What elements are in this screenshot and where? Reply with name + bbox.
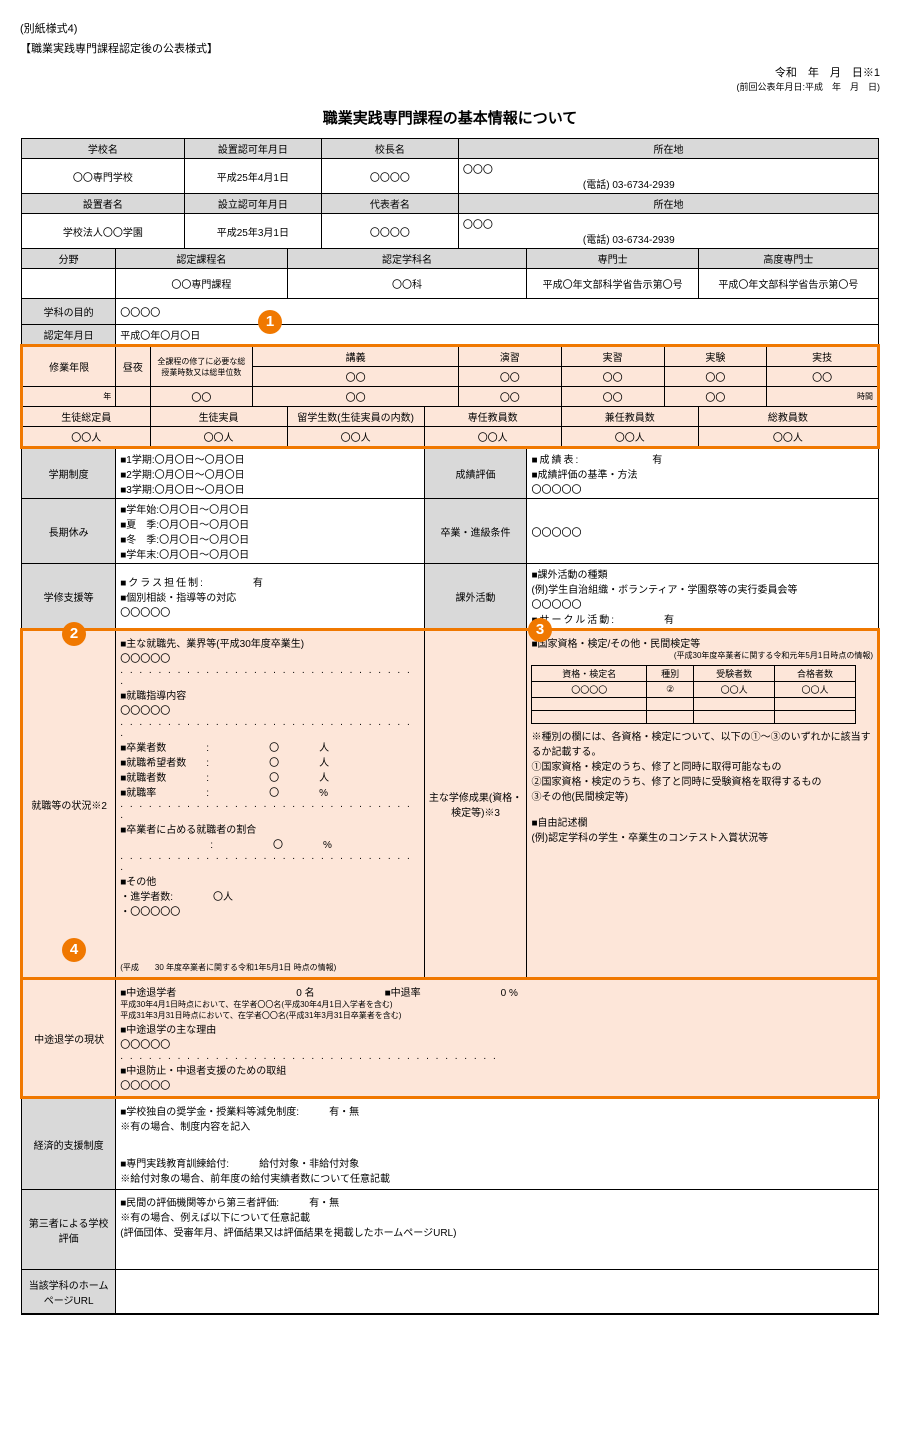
h-total: 総教員数 xyxy=(698,407,878,427)
v-grade: ■成績表: 有■成績評価の基準・方法〇〇〇〇〇 xyxy=(527,448,879,499)
h-cap: 生徒総定員 xyxy=(22,407,151,427)
v-act: 〇〇人 xyxy=(150,427,287,448)
v-dropout: ■中途退学者 0 名 ■中退率 0 % 平成30年4月1日時点において、在学者〇… xyxy=(116,979,879,1098)
v-req: 〇〇 xyxy=(150,387,253,407)
v-econ: ■学校独自の奨学金・授業料等減免制度: 有・無※有の場合、制度内容を記入 ■専門… xyxy=(116,1098,879,1190)
v-dept: 〇〇科 xyxy=(287,269,527,299)
h-dropout: 中途退学の現状 xyxy=(22,979,116,1098)
h-url: 当該学科のホームページURL xyxy=(22,1270,116,1314)
v-cap: 〇〇人 xyxy=(22,427,151,448)
h-extra: 課外活動 xyxy=(424,564,527,630)
v-extra: ■課外活動の種類(例)学生自治組織・ボランティア・学園祭等の実行委員会等〇〇〇〇… xyxy=(527,564,879,630)
v-course: 〇〇専門課程 xyxy=(116,269,287,299)
v-school: 〇〇専門学校 xyxy=(22,159,185,194)
v-exp: 〇〇 xyxy=(664,367,767,387)
v-part: 〇〇人 xyxy=(561,427,698,448)
h-field: 分野 xyxy=(22,249,116,269)
h-skill: 実技 xyxy=(767,346,879,367)
badge-2: 2 xyxy=(62,622,86,646)
h-addr: 所在地 xyxy=(458,139,878,159)
badge-3: 3 xyxy=(528,618,552,642)
h-spec: 専門士 xyxy=(527,249,698,269)
v-approve: 平成25年4月1日 xyxy=(184,159,321,194)
date-line: 令和 年 月 日※1 xyxy=(20,64,880,80)
v-term: ■1学期:〇月〇日～〇月〇日■2学期:〇月〇日～〇月〇日■3学期:〇月〇日～〇月… xyxy=(116,448,424,499)
h-course: 認定課程名 xyxy=(116,249,287,269)
v-url xyxy=(116,1270,879,1314)
v-sem: 〇〇 xyxy=(458,367,561,387)
v-certdate: 平成〇年〇月〇日 xyxy=(116,325,879,346)
h-years: 修業年限 xyxy=(22,346,116,387)
v-third: ■民間の評価機関等から第三者評価: 有・無※有の場合、例えば以下について任意記載… xyxy=(116,1190,879,1270)
v-grad: 〇〇〇〇〇 xyxy=(527,499,879,564)
badge-4: 4 xyxy=(62,938,86,962)
h-approve: 設置認可年月日 xyxy=(184,139,321,159)
h-adv: 高度専門士 xyxy=(698,249,878,269)
v-sem2: 〇〇 xyxy=(458,387,561,407)
v-purpose: 〇〇〇〇 xyxy=(116,299,879,325)
h-part: 兼任教員数 xyxy=(561,407,698,427)
h-lec: 講義 xyxy=(253,346,459,367)
v-founder: 学校法人〇〇学園 xyxy=(22,214,185,249)
form-subtitle: 【職業実践専門課程認定後の公表様式】 xyxy=(20,40,880,56)
h-certdate: 認定年月日 xyxy=(22,325,116,346)
h-rep: 代表者名 xyxy=(321,194,458,214)
h-founder: 設置者名 xyxy=(22,194,185,214)
h-purpose: 学科の目的 xyxy=(22,299,116,325)
v-approve2: 平成25年3月1日 xyxy=(184,214,321,249)
h-grade: 成績評価 xyxy=(424,448,527,499)
v-employ: ■主な就職先、業界等(平成30年度卒業生)〇〇〇〇〇 . . . . . . .… xyxy=(116,630,424,979)
h-approve2: 設立認可年月日 xyxy=(184,194,321,214)
h-third: 第三者による学校評価 xyxy=(22,1190,116,1270)
h-grad: 卒業・進級条件 xyxy=(424,499,527,564)
v-addr2: 〇〇〇(電話) 03-6734-2939 xyxy=(458,214,878,249)
v-principal: 〇〇〇〇 xyxy=(321,159,458,194)
prev-date: (前回公表年月日:平成 年 月 日) xyxy=(20,80,880,93)
h-full: 専任教員数 xyxy=(424,407,561,427)
h-support: 学修支援等 xyxy=(22,564,116,630)
v-adv: 平成〇年文部科学省告示第〇号 xyxy=(698,269,878,299)
h-term: 学期制度 xyxy=(22,448,116,499)
blank-dn xyxy=(116,387,150,407)
v-prac2: 〇〇 xyxy=(561,387,664,407)
h-dept: 認定学科名 xyxy=(287,249,527,269)
v-rep: 〇〇〇〇 xyxy=(321,214,458,249)
v-result: ■国家資格・検定/その他・民間検定等 (平成30年度卒業者に関する令和元年5月1… xyxy=(527,630,879,979)
main-form-table: 学校名 設置認可年月日 校長名 所在地 〇〇専門学校 平成25年4月1日 〇〇〇… xyxy=(20,138,880,1315)
h-act: 生徒実員 xyxy=(150,407,287,427)
v-total: 〇〇人 xyxy=(698,427,878,448)
h-prac: 実習 xyxy=(561,346,664,367)
v-support: ■クラス担任制: 有■個別相談・指導等の対応〇〇〇〇〇 xyxy=(116,564,424,630)
unit-hour: 時間 xyxy=(767,387,879,407)
h-principal: 校長名 xyxy=(321,139,458,159)
form-number: (別紙様式4) xyxy=(20,20,880,36)
h-intl: 留学生数(生徒実員の内数) xyxy=(287,407,424,427)
v-spec: 平成〇年文部科学省告示第〇号 xyxy=(527,269,698,299)
h-sem: 演習 xyxy=(458,346,561,367)
h-req: 全課程の修了に必要な総授業時数又は総単位数 xyxy=(150,346,253,387)
v-intl: 〇〇人 xyxy=(287,427,424,448)
v-addr: 〇〇〇(電話) 03-6734-2939 xyxy=(458,159,878,194)
h-dn: 昼夜 xyxy=(116,346,150,387)
h-employ: 就職等の状況※2 xyxy=(22,630,116,979)
h-addr2: 所在地 xyxy=(458,194,878,214)
h-exp: 実験 xyxy=(664,346,767,367)
h-vac: 長期休み xyxy=(22,499,116,564)
v-skill: 〇〇 xyxy=(767,367,879,387)
unit-year: 年 xyxy=(22,387,116,407)
h-econ: 経済的支援制度 xyxy=(22,1098,116,1190)
h-result: 主な学修成果(資格・検定等)※3 xyxy=(424,630,527,979)
v-prac: 〇〇 xyxy=(561,367,664,387)
v-full: 〇〇人 xyxy=(424,427,561,448)
v-exp2: 〇〇 xyxy=(664,387,767,407)
v-vac: ■学年始:〇月〇日～〇月〇日■夏 季:〇月〇日～〇月〇日■冬 季:〇月〇日～〇月… xyxy=(116,499,424,564)
main-title: 職業実践専門課程の基本情報について xyxy=(20,107,880,128)
v-lec: 〇〇 xyxy=(253,367,459,387)
h-school: 学校名 xyxy=(22,139,185,159)
v-field xyxy=(22,269,116,299)
v-lec2: 〇〇 xyxy=(253,387,459,407)
badge-1: 1 xyxy=(258,310,282,334)
